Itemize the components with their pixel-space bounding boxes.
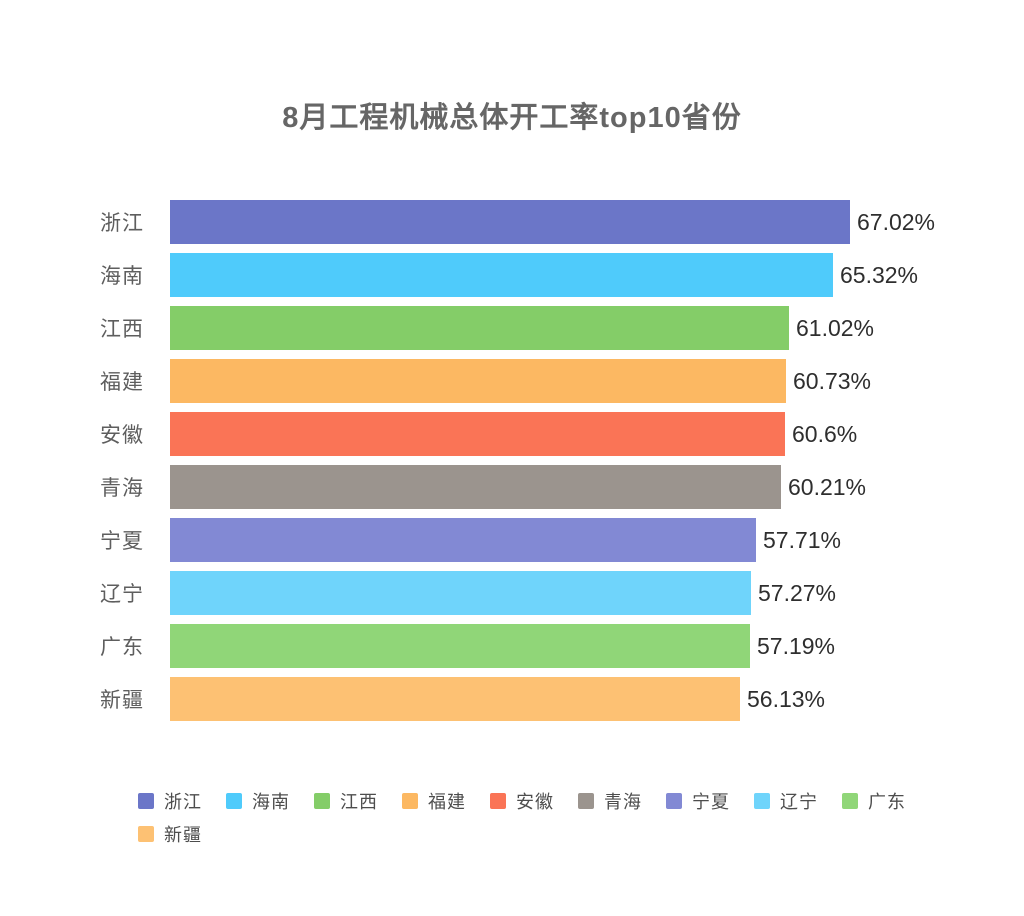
value-label: 56.13% [747,685,826,712]
bar-1[interactable] [170,200,850,244]
bar-row: 安徽 60.6% [100,412,960,456]
chart-title: 8月工程机械总体开工率top10省份 [282,102,742,134]
bar-7[interactable] [170,518,756,562]
legend-item-label: 宁夏 [692,792,730,812]
legend-item[interactable]: 广东 [842,788,906,814]
legend-swatch-icon [138,826,154,842]
category-label: 江西 [100,318,144,341]
legend-swatch-icon [666,793,682,809]
category-label: 福建 [100,371,144,394]
bar-8[interactable] [170,571,751,615]
bar-5[interactable] [170,412,785,456]
category-label: 安徽 [100,424,144,447]
legend-swatch-icon [754,793,770,809]
legend-item[interactable]: 宁夏 [666,788,730,814]
value-label: 57.27% [758,579,837,606]
legend-item[interactable]: 福建 [402,788,466,814]
category-label: 广东 [100,636,144,659]
value-label: 61.02% [796,314,875,341]
category-label: 宁夏 [100,530,144,553]
category-label: 辽宁 [100,583,144,606]
legend-item-label: 新疆 [164,825,202,845]
legend-item-label: 江西 [340,792,378,812]
bar-row: 浙江 67.02% [100,200,960,244]
legend-swatch-icon [138,793,154,809]
category-label: 浙江 [100,212,144,235]
legend-item[interactable]: 海南 [226,788,290,814]
legend-item-label: 安徽 [516,792,554,812]
legend-item[interactable]: 辽宁 [754,788,818,814]
legend-item[interactable]: 新疆 [138,821,202,847]
legend-item[interactable]: 青海 [578,788,642,814]
legend-item-label: 青海 [604,792,642,812]
bar-3[interactable] [170,306,789,350]
bar-9[interactable] [170,624,750,668]
bar-row: 辽宁 57.27% [100,571,960,615]
bar-row: 海南 65.32% [100,253,960,297]
legend-item[interactable]: 江西 [314,788,378,814]
bar-row: 青海 60.21% [100,465,960,509]
bar-row: 广东 57.19% [100,624,960,668]
category-label: 海南 [100,265,144,288]
bar-plot-area: 浙江 67.02% 海南 65.32% 江西 61.02% 福建 60.73% … [100,200,960,730]
legend-item-label: 福建 [428,792,466,812]
category-label: 青海 [100,477,144,500]
legend-swatch-icon [490,793,506,809]
legend-item-label: 辽宁 [780,792,818,812]
category-label: 新疆 [100,689,144,712]
value-label: 57.71% [763,526,842,553]
legend-swatch-icon [314,793,330,809]
legend: 浙江 海南 江西 福建 安徽 青海 宁夏 辽宁 广东 新疆 [138,788,928,847]
bar-6[interactable] [170,465,781,509]
bar-row: 江西 61.02% [100,306,960,350]
value-label: 67.02% [857,208,936,235]
bar-2[interactable] [170,253,833,297]
bar-row: 福建 60.73% [100,359,960,403]
legend-item[interactable]: 浙江 [138,788,202,814]
bar-4[interactable] [170,359,786,403]
bar-10[interactable] [170,677,740,721]
legend-swatch-icon [578,793,594,809]
value-label: 60.21% [788,473,867,500]
bar-row: 宁夏 57.71% [100,518,960,562]
legend-item[interactable]: 安徽 [490,788,554,814]
legend-swatch-icon [842,793,858,809]
legend-item-label: 广东 [868,792,906,812]
legend-item-label: 海南 [252,792,290,812]
value-label: 65.32% [840,261,919,288]
legend-swatch-icon [226,793,242,809]
value-label: 60.73% [793,367,872,394]
bar-row: 新疆 56.13% [100,677,960,721]
value-label: 60.6% [792,420,858,447]
legend-item-label: 浙江 [164,792,202,812]
value-label: 57.19% [757,632,836,659]
legend-swatch-icon [402,793,418,809]
